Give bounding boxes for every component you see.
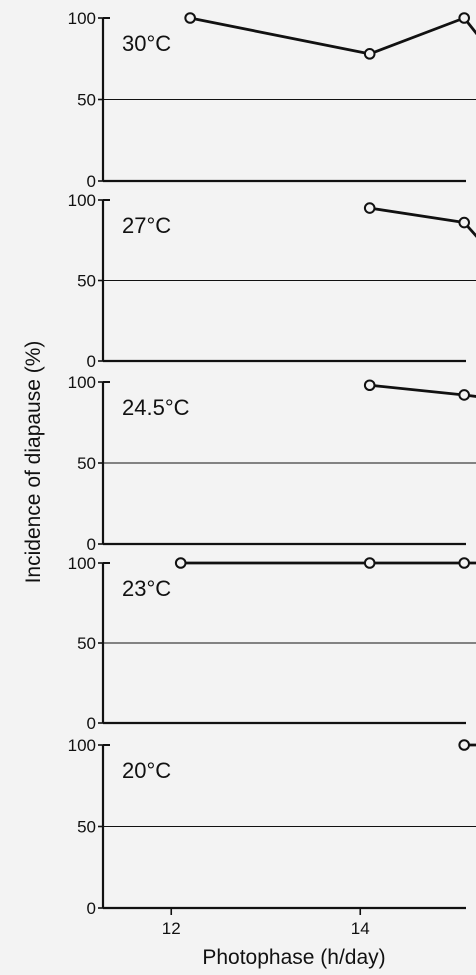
- temperature-label: 20°C: [122, 758, 171, 783]
- data-point: [458, 389, 471, 401]
- series-line: [464, 743, 476, 747]
- data-point: [184, 12, 196, 24]
- data-point: [363, 557, 376, 569]
- chart-panel: 0 50 100 27°C: [68, 191, 476, 371]
- y-tick-label: 100: [68, 9, 96, 28]
- data-point: [363, 379, 376, 392]
- chart-panels: 0 50 100 30°C 0 50 100 27°C 0 50 100 24.5°C 0 50 100 23…: [68, 9, 476, 918]
- data-point: [363, 202, 376, 214]
- data-point: [363, 48, 376, 60]
- y-tick-label: 50: [77, 272, 96, 291]
- y-tick-label: 50: [77, 454, 96, 473]
- series-line: [189, 16, 476, 56]
- data-point: [458, 557, 471, 569]
- chart-panel: 0 50 100 30°C: [68, 9, 476, 191]
- y-tick-label: 100: [68, 373, 96, 392]
- data-point: [458, 739, 471, 751]
- y-tick-label: 0: [87, 172, 96, 191]
- temperature-label: 27°C: [122, 213, 171, 238]
- y-tick-label: 50: [77, 91, 96, 110]
- y-tick-label: 0: [87, 352, 96, 371]
- y-axis-title: Incidence of diapause (%): [22, 341, 45, 584]
- series-line: [369, 383, 476, 398]
- y-tick-label: 50: [77, 634, 96, 653]
- x-tick-label: 14: [351, 919, 370, 938]
- temperature-label: 30°C: [122, 31, 171, 56]
- y-tick-label: 100: [68, 736, 96, 755]
- y-tick-label: 100: [68, 554, 96, 573]
- y-tick-label: 0: [87, 535, 96, 554]
- x-tick-label: 12: [162, 919, 181, 938]
- chart-panel: 0 50 100 20°C: [68, 736, 476, 918]
- series-line: [180, 561, 476, 565]
- x-axis-title: Photophase (h/day): [202, 946, 385, 969]
- temperature-label: 23°C: [122, 576, 171, 601]
- y-tick-label: 0: [87, 899, 96, 918]
- x-axis-ticks: 12141618: [162, 908, 370, 938]
- data-point: [458, 216, 471, 229]
- data-point: [458, 12, 471, 24]
- temperature-label: 24.5°C: [122, 395, 190, 420]
- data-point: [174, 557, 187, 569]
- chart-panel: 0 50 100 24.5°C: [68, 373, 476, 554]
- chart-panel: 0 50 100 23°C: [68, 554, 476, 733]
- y-tick-label: 50: [77, 818, 96, 837]
- y-tick-label: 100: [68, 191, 96, 210]
- y-tick-label: 0: [87, 714, 96, 733]
- series-line: [369, 206, 476, 238]
